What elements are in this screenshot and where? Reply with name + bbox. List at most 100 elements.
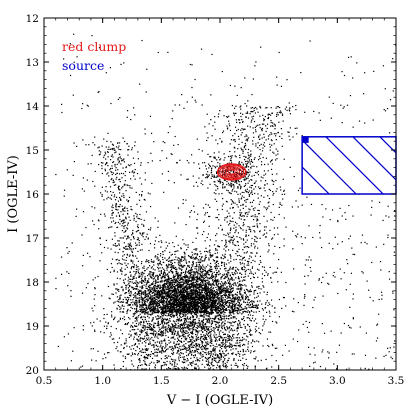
star-point	[184, 309, 186, 311]
star-point	[176, 293, 178, 296]
star-point	[183, 289, 186, 291]
star-point	[183, 281, 185, 284]
star-point	[206, 319, 209, 321]
star-point	[220, 298, 222, 300]
star-point	[152, 308, 154, 310]
star-point	[173, 245, 175, 248]
star-point	[155, 282, 157, 284]
star-point	[176, 280, 178, 282]
star-point	[207, 306, 209, 308]
star-point	[172, 289, 174, 291]
star-point	[225, 250, 227, 252]
star-point	[191, 269, 193, 271]
star-point	[166, 288, 169, 290]
star-point	[171, 303, 174, 305]
star-point	[199, 279, 201, 281]
star-point	[200, 272, 202, 274]
star-point	[220, 356, 222, 359]
star-point	[157, 348, 160, 350]
star-point	[245, 339, 247, 341]
star-point	[162, 306, 164, 308]
star-point	[224, 291, 226, 293]
star-point	[165, 312, 167, 314]
star-point	[163, 310, 166, 312]
star-point	[161, 278, 163, 280]
star-point	[208, 281, 210, 284]
star-point	[210, 288, 213, 290]
star-point	[147, 267, 149, 269]
star-point	[170, 295, 173, 297]
star-point	[182, 300, 184, 302]
star-point	[216, 249, 218, 251]
star-point	[166, 280, 168, 282]
star-point	[171, 291, 173, 293]
star-point	[209, 298, 211, 300]
star-point	[189, 272, 191, 275]
star-point	[196, 337, 198, 339]
star-point	[157, 302, 160, 304]
star-point	[135, 295, 137, 297]
star-point	[197, 302, 199, 305]
star-point	[205, 314, 207, 316]
star-point	[210, 294, 212, 297]
star-point	[254, 350, 256, 352]
star-point	[245, 311, 247, 313]
star-point	[156, 291, 158, 293]
star-point	[221, 342, 223, 344]
star-point	[161, 275, 164, 278]
star-point	[154, 307, 156, 309]
star-point	[220, 285, 222, 287]
star-point	[259, 300, 261, 302]
star-point	[185, 284, 187, 286]
star-point	[218, 288, 220, 290]
star-point	[248, 260, 250, 263]
star-point	[186, 306, 188, 308]
star-point	[208, 287, 210, 290]
star-point	[152, 303, 154, 306]
star-point	[140, 272, 142, 274]
star-point	[168, 289, 170, 292]
star-point	[188, 327, 190, 330]
star-point	[197, 261, 199, 263]
star-point	[136, 301, 138, 303]
star-point	[204, 352, 206, 354]
star-point	[219, 311, 221, 314]
star-point	[237, 313, 239, 315]
star-point	[191, 344, 193, 346]
star-point	[214, 309, 216, 311]
star-point	[135, 302, 137, 304]
star-point	[254, 365, 256, 367]
star-point	[162, 293, 164, 295]
star-point	[200, 300, 202, 302]
star-point	[211, 363, 213, 366]
star-point	[151, 305, 153, 307]
star-point	[265, 358, 267, 361]
star-point	[195, 227, 198, 229]
star-point	[211, 291, 213, 293]
star-point	[187, 277, 189, 279]
star-point	[205, 349, 207, 351]
star-point	[171, 345, 173, 348]
star-point	[225, 302, 228, 305]
star-point	[180, 310, 182, 313]
star-point	[176, 274, 179, 276]
star-point	[167, 279, 169, 281]
star-point	[199, 326, 201, 328]
star-point	[182, 290, 185, 292]
star-point	[230, 317, 232, 319]
star-point	[160, 301, 162, 303]
star-point	[207, 286, 209, 288]
star-point	[199, 275, 201, 277]
star-point	[145, 306, 148, 308]
star-point	[156, 355, 158, 357]
star-point	[202, 277, 205, 279]
star-point	[186, 310, 188, 312]
star-point	[178, 267, 180, 269]
star-point	[165, 301, 167, 303]
star-point	[237, 352, 239, 354]
star-point	[247, 268, 249, 271]
star-point	[174, 253, 176, 256]
star-point	[219, 291, 221, 293]
star-point	[168, 314, 170, 316]
star-point	[171, 336, 173, 338]
